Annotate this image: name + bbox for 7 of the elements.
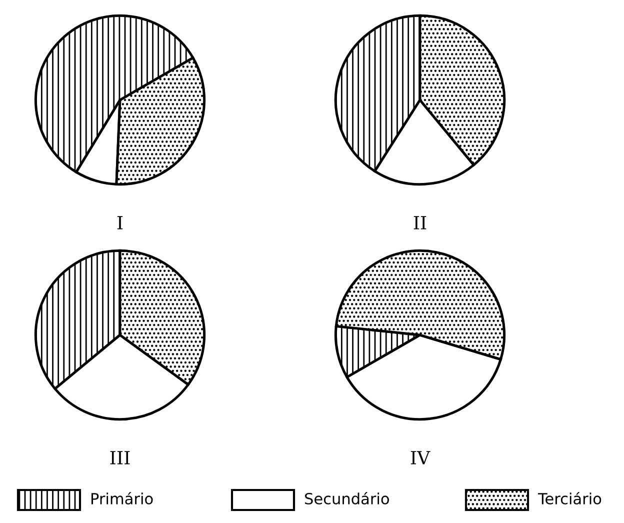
legend-label: Primário	[92, 492, 153, 504]
legend-label: Secundário	[305, 492, 389, 504]
text: III	[110, 451, 130, 464]
text: IV	[410, 451, 430, 464]
text: II	[414, 216, 426, 230]
legend-label: Terciário	[538, 492, 602, 504]
text: I	[117, 216, 123, 230]
